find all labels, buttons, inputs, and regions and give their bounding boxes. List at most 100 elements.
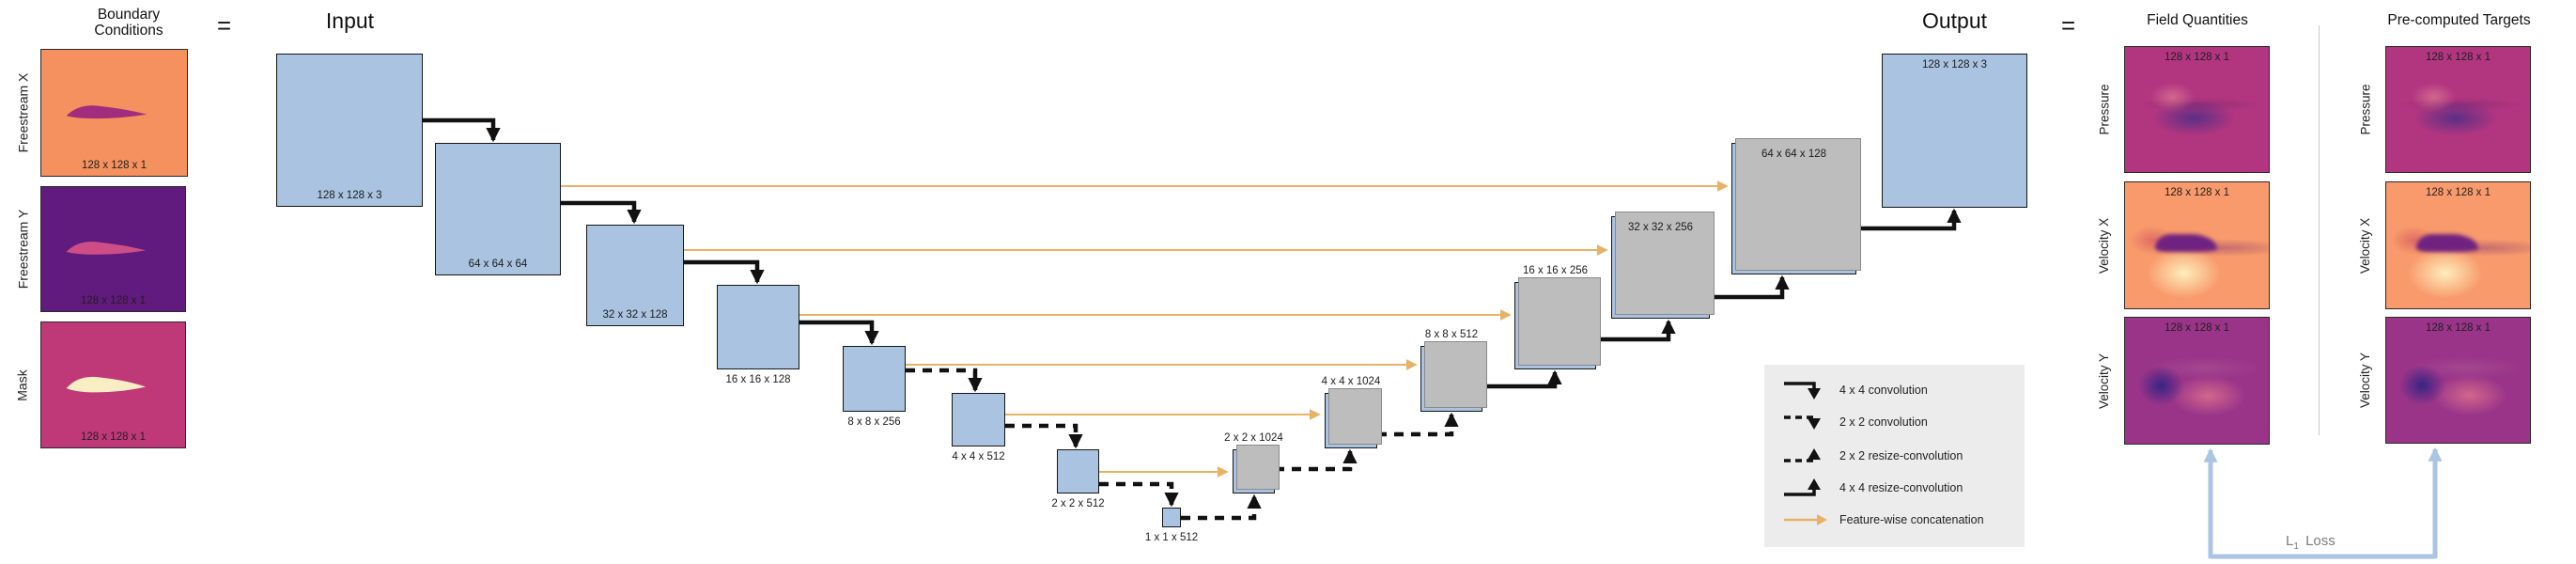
legend-label: Feature-wise concatenation	[1839, 513, 1984, 526]
legend: 4 x 4 convolution 2 x 2 convolution 2 x …	[1764, 365, 2025, 547]
fq-panel-velocity-y: 128 x 128 x 1	[2124, 317, 2270, 445]
resize-arrow-8-16	[1482, 369, 1562, 389]
conv-4x4-arrows	[423, 118, 879, 346]
box-label: 8 x 8 x 512	[1424, 329, 1479, 340]
box-label: 16 x 16 x 128	[725, 374, 791, 385]
target-panel-velocity-x: 128 x 128 x 1	[2385, 181, 2531, 309]
box-label: 16 x 16 x 256	[1522, 265, 1589, 276]
unet-box-dec-16: 16 x 16 x 256	[1514, 265, 1601, 369]
panel-dims: 128 x 128 x 1	[2425, 52, 2491, 63]
l1-loss-bracket	[2203, 446, 2443, 559]
resize-arrow-1-2	[1181, 494, 1262, 521]
conv-arrow-16-8	[799, 320, 879, 346]
unet-box-enc-8: 8 x 8 x 256	[843, 346, 906, 428]
legend-item-conv4: 4 x 4 convolution	[1781, 376, 1928, 404]
unet-box-enc-2: 2 x 2 x 512	[1051, 449, 1105, 509]
resize-arrow-32-64	[1710, 274, 1790, 300]
unet-box-dec-64: 64 x 64 x 128	[1731, 138, 1861, 274]
box-label: 8 x 8 x 256	[847, 416, 901, 428]
airfoil-shape	[66, 376, 147, 392]
box-label: 64 x 64 x 64	[468, 258, 528, 270]
airfoil-shape	[66, 105, 147, 119]
panel-dims: 128 x 128 x 1	[80, 295, 147, 306]
box-label: 32 x 32 x 256	[1627, 222, 1694, 233]
resize-arrow-2-4	[1275, 448, 1358, 472]
field-quantities-title: Field Quantities	[2147, 12, 2248, 28]
resize-arrow-4-8	[1377, 412, 1459, 437]
box-label: 4 x 4 x 1024	[1321, 376, 1381, 387]
box-label: 32 x 32 x 128	[602, 309, 668, 321]
conv-arrow-64-32	[561, 200, 642, 225]
legend-label: 2 x 2 convolution	[1839, 415, 1928, 429]
unet-box-dec-8: 8 x 8 x 512	[1420, 329, 1487, 412]
conv-arrow-4-2	[1005, 423, 1083, 449]
resize-2x2-arrows	[1181, 412, 1459, 521]
dashed-down-arrow-icon	[1784, 415, 1821, 430]
airfoil-shape	[66, 242, 147, 255]
solid-up-arrow-icon	[1784, 478, 1821, 496]
panel-dims: 128 x 128 x 1	[2425, 187, 2491, 198]
box-label: 128 x 128 x 3	[317, 190, 382, 201]
output-title: Output	[1921, 8, 1988, 33]
panel-dims: 128 x 128 x 1	[80, 431, 147, 443]
airfoil-shape	[2416, 233, 2478, 252]
box-label: 128 x 128 x 3	[1921, 59, 1988, 70]
fq-panel-velocity-x: 128 x 128 x 1	[2124, 181, 2270, 309]
column-divider	[2319, 25, 2320, 435]
legend-label: 2 x 2 resize-convolution	[1839, 449, 1963, 462]
input-title: Input	[325, 8, 375, 33]
legend-item-resize4: 4 x 4 resize-convolution	[1781, 474, 1963, 502]
resize-arrow-16-32	[1596, 319, 1676, 342]
box-label: 2 x 2 x 512	[1051, 498, 1105, 509]
box-label: 2 x 2 x 1024	[1224, 432, 1283, 444]
unet-box-enc-16: 16 x 16 x 128	[717, 285, 799, 385]
unet-box-dec-32: 32 x 32 x 256	[1611, 212, 1715, 319]
bc-panel-freestream-y: 128 x 128 x 1	[40, 186, 186, 312]
unet-box-enc-32: 32 x 32 x 128	[586, 225, 684, 326]
conv-arrow-32-16	[684, 259, 765, 285]
unet-box-bottleneck-1: 1 x 1 x 512	[1145, 508, 1198, 543]
unet-box-output-128: 128 x 128 x 3	[1882, 54, 2027, 208]
panel-dims: 128 x 128 x 1	[2164, 187, 2230, 198]
conv-2x2-arrows	[906, 368, 1179, 508]
orange-arrow-icon	[1784, 514, 1827, 525]
airfoil-shape	[2155, 233, 2217, 252]
box-label: 1 x 1 x 512	[1144, 532, 1199, 543]
unet-box-dec-4: 4 x 4 x 1024	[1322, 376, 1382, 448]
resize-arrow-64-output	[1856, 208, 1962, 231]
unet-box-dec-2: 2 x 2 x 1024	[1224, 432, 1283, 494]
boundary-conditions-title: Boundary Conditions	[94, 7, 163, 39]
panel-dims: 128 x 128 x 1	[81, 160, 147, 171]
bc-panel-freestream-x: 128 x 128 x 1	[40, 49, 188, 177]
legend-item-concat: Feature-wise concatenation	[1781, 506, 1984, 534]
target-panel-pressure: 128 x 128 x 1	[2385, 46, 2531, 173]
resize-4x4-arrows	[1482, 208, 1962, 389]
legend-label: 4 x 4 convolution	[1839, 384, 1928, 397]
bc-panel-mask: 128 x 128 x 1	[40, 321, 186, 448]
conv-arrow-2-1	[1099, 481, 1179, 508]
panel-dims: 128 x 128 x 1	[2164, 322, 2230, 334]
unet-box-enc-64: 64 x 64 x 64	[435, 143, 561, 275]
targets-title: Pre-computed Targets	[2387, 12, 2531, 28]
dashed-up-arrow-icon	[1784, 448, 1821, 462]
l1-loss-label: L1 Loss	[2286, 533, 2335, 552]
legend-item-resize2: 2 x 2 resize-convolution	[1781, 442, 1963, 470]
target-panel-velocity-y: 128 x 128 x 1	[2385, 317, 2531, 444]
equals-left: =	[217, 11, 232, 39]
unet-box-enc-4: 4 x 4 x 512	[952, 393, 1005, 462]
box-label: 4 x 4 x 512	[952, 451, 1005, 462]
conv-arrow-input-64	[423, 118, 501, 143]
legend-item-conv2: 2 x 2 convolution	[1781, 408, 1928, 436]
box-label: 64 x 64 x 128	[1761, 149, 1827, 160]
fq-panel-pressure: 128 x 128 x 1	[2124, 46, 2270, 173]
conv-arrow-8-4	[906, 368, 983, 393]
skip-connections	[561, 180, 1729, 478]
equals-right: =	[2061, 11, 2076, 39]
solid-down-arrow-icon	[1784, 382, 1821, 400]
unet-box-input-128: 128 x 128 x 3	[276, 54, 423, 207]
panel-dims: 128 x 128 x 1	[2164, 52, 2230, 63]
panel-dims: 128 x 128 x 1	[2425, 322, 2491, 334]
